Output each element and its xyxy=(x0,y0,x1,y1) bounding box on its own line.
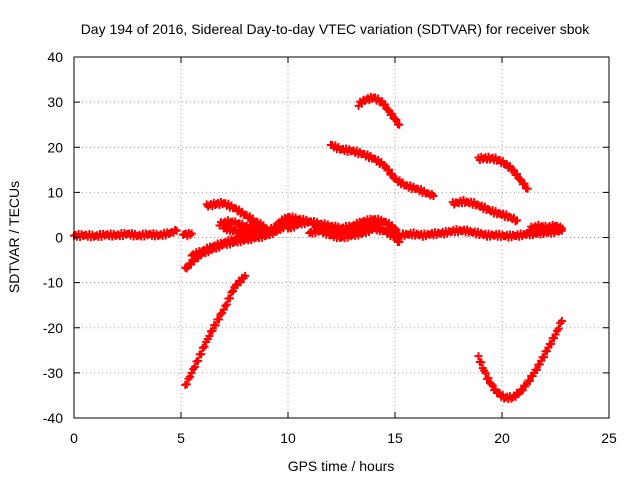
x-tick-label: 10 xyxy=(280,430,296,446)
data-point xyxy=(395,120,404,129)
data-point xyxy=(547,339,556,348)
y-tick-label: 40 xyxy=(47,49,63,65)
data-point xyxy=(172,226,181,235)
data-point xyxy=(384,165,393,174)
data-point xyxy=(208,326,217,335)
series-arc-bowl xyxy=(474,316,566,404)
data-point xyxy=(236,278,245,287)
data-point xyxy=(214,315,223,324)
data-point xyxy=(520,179,529,188)
series-arc-steep-rise xyxy=(181,271,250,389)
data-point xyxy=(205,332,214,341)
series-arc-peak-31 xyxy=(354,92,404,129)
data-point xyxy=(241,271,250,280)
data-point xyxy=(395,238,404,247)
data-point xyxy=(392,116,401,125)
data-point xyxy=(477,358,486,367)
y-tick-label: -20 xyxy=(43,320,63,336)
data-point xyxy=(487,380,496,389)
y-tick-label: 20 xyxy=(47,139,63,155)
data-point xyxy=(508,165,517,174)
x-tick-label: 25 xyxy=(601,430,617,446)
series-arc-short-5 xyxy=(179,228,196,241)
data-point xyxy=(219,305,228,314)
data-point xyxy=(187,368,196,377)
data-point xyxy=(221,301,230,310)
chart-title: Day 194 of 2016, Sidereal Day-to-day VTE… xyxy=(81,21,591,37)
data-point xyxy=(186,372,195,381)
data-point xyxy=(227,288,236,297)
data-point xyxy=(216,310,225,319)
x-tick-label: 5 xyxy=(177,430,185,446)
y-axis-label: SDTVAR / TECUs xyxy=(6,181,22,293)
data-point xyxy=(225,294,234,303)
series-arc-late-8 xyxy=(448,195,521,226)
data-point xyxy=(190,363,199,372)
data-point xyxy=(512,216,521,225)
series-arc-late-18 xyxy=(474,152,532,193)
data-point xyxy=(532,365,541,374)
x-tick-label: 20 xyxy=(494,430,510,446)
y-tick-label: -10 xyxy=(43,275,63,291)
y-tick-label: 30 xyxy=(47,94,63,110)
data-point xyxy=(557,316,566,325)
x-tick-label: 0 xyxy=(70,430,78,446)
data-point xyxy=(198,343,207,352)
data-point xyxy=(525,377,534,386)
y-tick-label: 10 xyxy=(47,184,63,200)
data-point xyxy=(182,380,191,389)
data-point xyxy=(211,321,220,330)
series-arc-baseline-early xyxy=(70,226,181,242)
data-point xyxy=(515,175,524,184)
data-point xyxy=(429,191,438,200)
data-point xyxy=(186,230,195,239)
data-point xyxy=(381,100,390,109)
x-tick-label: 15 xyxy=(387,430,403,446)
data-point xyxy=(391,115,399,124)
data-point xyxy=(197,350,206,359)
data-point xyxy=(551,330,560,339)
data-point xyxy=(518,386,527,395)
data-point xyxy=(474,352,483,361)
data-point xyxy=(194,356,203,365)
y-tick-label: -40 xyxy=(43,410,63,426)
y-tick-label: -30 xyxy=(43,365,63,381)
data-point xyxy=(392,225,401,234)
ticks xyxy=(73,56,610,419)
series-layer xyxy=(70,92,566,404)
data-point xyxy=(228,287,237,296)
series-arc-mid-low xyxy=(305,223,399,243)
data-point xyxy=(481,369,490,378)
data-point xyxy=(554,324,563,333)
data-point xyxy=(540,353,549,362)
data-point xyxy=(484,374,493,383)
series-arc-hump-7 xyxy=(202,198,271,233)
data-point xyxy=(380,161,389,170)
x-axis-label: GPS time / hours xyxy=(288,458,395,474)
data-point xyxy=(187,229,196,238)
series-arc-descending xyxy=(326,140,438,200)
data-point xyxy=(391,231,399,240)
data-point xyxy=(222,300,231,309)
data-point xyxy=(523,184,532,193)
data-point xyxy=(388,109,397,118)
data-point xyxy=(391,224,399,233)
data-point xyxy=(387,169,396,178)
tick-labels: 0 5 10 15 20 25 -40 -30 -20 -10 0 10 20 30 40 xyxy=(43,49,617,446)
data-point xyxy=(200,342,209,351)
y-tick-label: 0 xyxy=(55,230,63,246)
data-point xyxy=(557,224,566,233)
series-arc-end-cluster xyxy=(525,220,566,234)
data-point xyxy=(512,169,521,178)
